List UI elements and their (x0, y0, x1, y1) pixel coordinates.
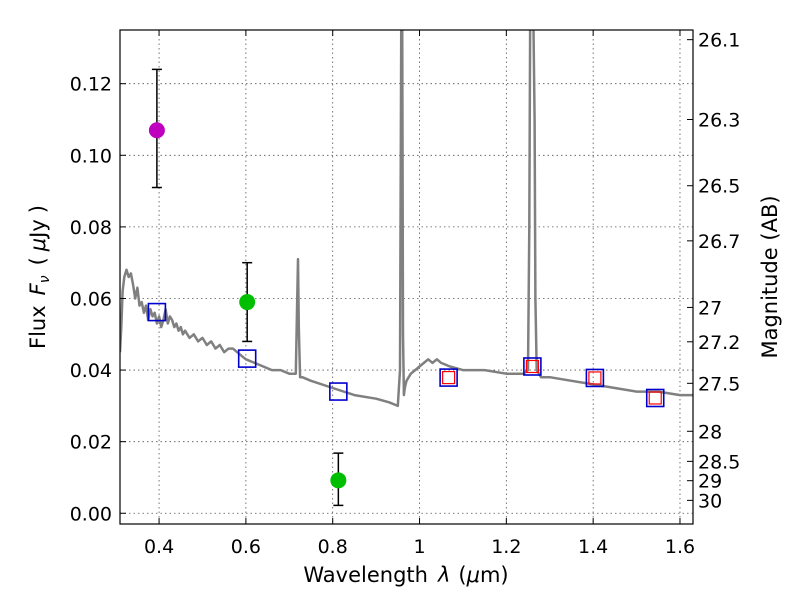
y-tick-label: 0.12 (70, 74, 112, 96)
y2-tick-label: 27.2 (698, 332, 740, 354)
model-band-square-red (588, 371, 602, 385)
observed-point (239, 294, 256, 311)
x-tick-label: 1.4 (578, 536, 608, 558)
model-band-square-blue (237, 349, 257, 368)
y2-tick-label: 28.5 (698, 451, 740, 473)
x-tick-label: 0.4 (144, 536, 174, 558)
observed-point (148, 122, 165, 139)
model-band-square-red (525, 359, 539, 374)
model-band-square-blue (523, 357, 542, 376)
model-band-square-blue (147, 302, 167, 322)
y-tick-label: 0.08 (70, 217, 112, 239)
y-tick-label: 0.06 (70, 288, 112, 310)
x-tick-label: 1.6 (665, 536, 695, 558)
plot-frame (119, 29, 694, 525)
y-tick-label: 0.02 (70, 432, 112, 454)
x-tick-label: 1 (413, 536, 425, 558)
y2-tick-label: 27 (698, 297, 722, 319)
x-tick-label: 0.6 (231, 536, 261, 558)
y2-tick-label: 26.7 (698, 231, 740, 253)
y-tick-label: 0.04 (70, 360, 112, 382)
model-band-square-blue (645, 388, 665, 408)
model-band-square-blue (439, 368, 458, 387)
axis-ticks: 0.4 0.6 0.8 1 1.2 1.4 1.6 0.00 0.02 0.04 0.06 0.08 0… (70, 30, 741, 558)
x-axis-label: Wavelength λ (μm) (303, 563, 508, 587)
y2-tick-label: 26.1 (698, 30, 740, 52)
y2-tick-label: 26.3 (698, 109, 740, 131)
y-axis-label: FluxFν(μJy) (26, 205, 53, 349)
y2-tick-label: 30 (698, 490, 722, 512)
y2-tick-label: 28 (698, 421, 722, 443)
y2-axis-label: Magnitude (AB) (758, 195, 782, 358)
model-band-square-red (648, 391, 662, 405)
observed-point (330, 472, 347, 489)
x-tick-label: 1.2 (491, 536, 521, 558)
grid (120, 30, 693, 524)
y2-tick-label: 29 (698, 471, 722, 493)
x-tick-label: 0.8 (318, 536, 348, 558)
y2-tick-label: 27.5 (698, 373, 740, 395)
model-sed-line (120, 30, 693, 408)
y-tick-label: 0.10 (70, 145, 112, 167)
model-band-square-red (442, 370, 456, 385)
y-tick-label: 0.00 (70, 503, 112, 525)
y2-tick-label: 26.5 (698, 176, 740, 198)
plot-data (120, 30, 693, 507)
model-band-square-blue (329, 382, 348, 401)
model-band-square-blue (585, 368, 605, 388)
